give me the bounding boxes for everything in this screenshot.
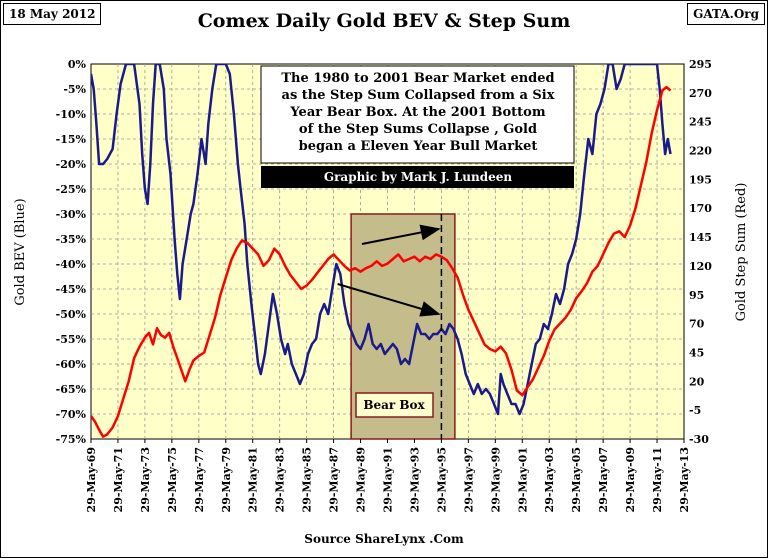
x-tick-label: 29-May-07 — [597, 447, 610, 512]
arrow-lower — [337, 283, 441, 317]
right-tick-label: 20 — [689, 375, 705, 388]
right-tick-label: 195 — [689, 173, 712, 186]
right-tick-label: 120 — [689, 260, 712, 273]
credit-banner — [261, 166, 574, 188]
x-tick-label: 29-May-75 — [166, 447, 179, 512]
left-tick-label: -70% — [56, 408, 87, 421]
left-tick-label: -35% — [56, 233, 87, 246]
right-tick-label: 95 — [689, 289, 704, 302]
right-tick-label: 45 — [689, 346, 704, 359]
left-axis-ticks: 0% -5% -10% -15% -20% -25% -30% -35% -40% -45% -50… — [56, 58, 87, 446]
left-tick-label: -40% — [56, 258, 87, 271]
x-tick-label: 29-May-05 — [570, 447, 583, 512]
left-tick-label: -20% — [56, 158, 87, 171]
source-label: GATA.Org — [687, 3, 765, 25]
right-tick-label: 70 — [689, 318, 705, 331]
right-axis-ticks: 295 270 245 220 195 170 145 120 95 70 45 20 -5 -30 — [689, 58, 712, 446]
bear-box-label: Bear Box — [363, 398, 425, 412]
right-tick-label: 170 — [689, 202, 712, 215]
x-tick-label: 29-May-09 — [624, 447, 637, 512]
annotation-line-1: The 1980 to 2001 Bear Market ended — [281, 71, 554, 86]
credit-text: Graphic by Mark J. Lundeen — [324, 170, 513, 184]
series-line-step-sum — [91, 85, 672, 438]
bear-box-label-bg — [355, 392, 434, 418]
x-tick-label: 29-May-13 — [678, 447, 691, 512]
x-tick-label: 29-May-11 — [651, 447, 664, 512]
x-tick-label: 29-May-77 — [193, 447, 206, 512]
left-tick-label: -75% — [56, 433, 87, 446]
left-axis-label: Gold BEV (Blue) — [13, 198, 28, 305]
chart-title: Comex Daily Gold BEV & Step Sum — [197, 10, 571, 32]
annotation-box — [260, 65, 575, 164]
x-tick-label: 29-May-01 — [516, 447, 529, 512]
x-tick-label: 29-May-91 — [382, 447, 395, 512]
right-tick-label: 270 — [689, 87, 712, 100]
x-tick-label: 29-May-95 — [435, 447, 448, 512]
left-tick-label: -10% — [56, 108, 87, 121]
x-axis-ticks: 29-May-69 29-May-71 29-May-73 29-May-75 29-M… — [85, 439, 691, 512]
annotation-line-4: of the Step Sums Collapse , Gold — [299, 122, 537, 137]
x-tick-label: 29-May-93 — [408, 447, 421, 512]
left-tick-label: -30% — [56, 208, 87, 221]
left-tick-label: -55% — [56, 333, 87, 346]
series-line-gold-bev — [91, 64, 672, 416]
x-tick-label: 29-May-97 — [462, 447, 475, 512]
right-tick-label: 145 — [689, 231, 712, 244]
x-tick-label: 29-May-81 — [247, 447, 260, 512]
footer-source: Source ShareLynx .Com — [304, 532, 464, 546]
x-tick-label: 29-May-83 — [274, 447, 287, 512]
x-tick-label: 29-May-87 — [328, 447, 341, 512]
left-tick-label: -60% — [56, 358, 87, 371]
annotation-line-5: began a Eleven Year Bull Market — [299, 139, 538, 154]
x-tick-label: 29-May-71 — [112, 447, 125, 512]
x-tick-label: 29-May-73 — [139, 447, 152, 512]
x-tick-label: 29-May-89 — [355, 447, 368, 512]
right-axis-label: Gold Step Sum (Red) — [734, 183, 749, 322]
annotation-line-2: as the Step Sum Collapsed from a Six — [282, 88, 555, 103]
x-tick-label: 29-May-99 — [489, 447, 502, 512]
right-tick-label: 245 — [689, 116, 712, 129]
x-tick-label: 29-May-79 — [220, 447, 233, 512]
left-tick-label: 0% — [68, 58, 87, 71]
x-tick-label: 29-May-03 — [543, 447, 556, 512]
right-tick-label: 295 — [689, 58, 712, 71]
left-tick-label: -5% — [63, 83, 86, 96]
right-tick-label: -5 — [689, 404, 701, 417]
left-tick-label: -65% — [56, 383, 87, 396]
left-tick-label: -50% — [56, 308, 87, 321]
left-tick-label: -45% — [56, 283, 87, 296]
x-tick-label: 29-May-85 — [301, 447, 314, 512]
right-tick-label: -30 — [689, 433, 709, 446]
annotation-line-3: Year Bear Box. At the 2001 Bottom — [289, 105, 545, 120]
left-tick-label: -25% — [56, 183, 87, 196]
x-tick-label: 29-May-69 — [85, 447, 98, 512]
date-label: 18 May 2012 — [3, 3, 102, 25]
arrow-upper — [361, 224, 441, 245]
left-tick-label: -15% — [56, 133, 87, 146]
right-tick-label: 220 — [689, 145, 712, 158]
